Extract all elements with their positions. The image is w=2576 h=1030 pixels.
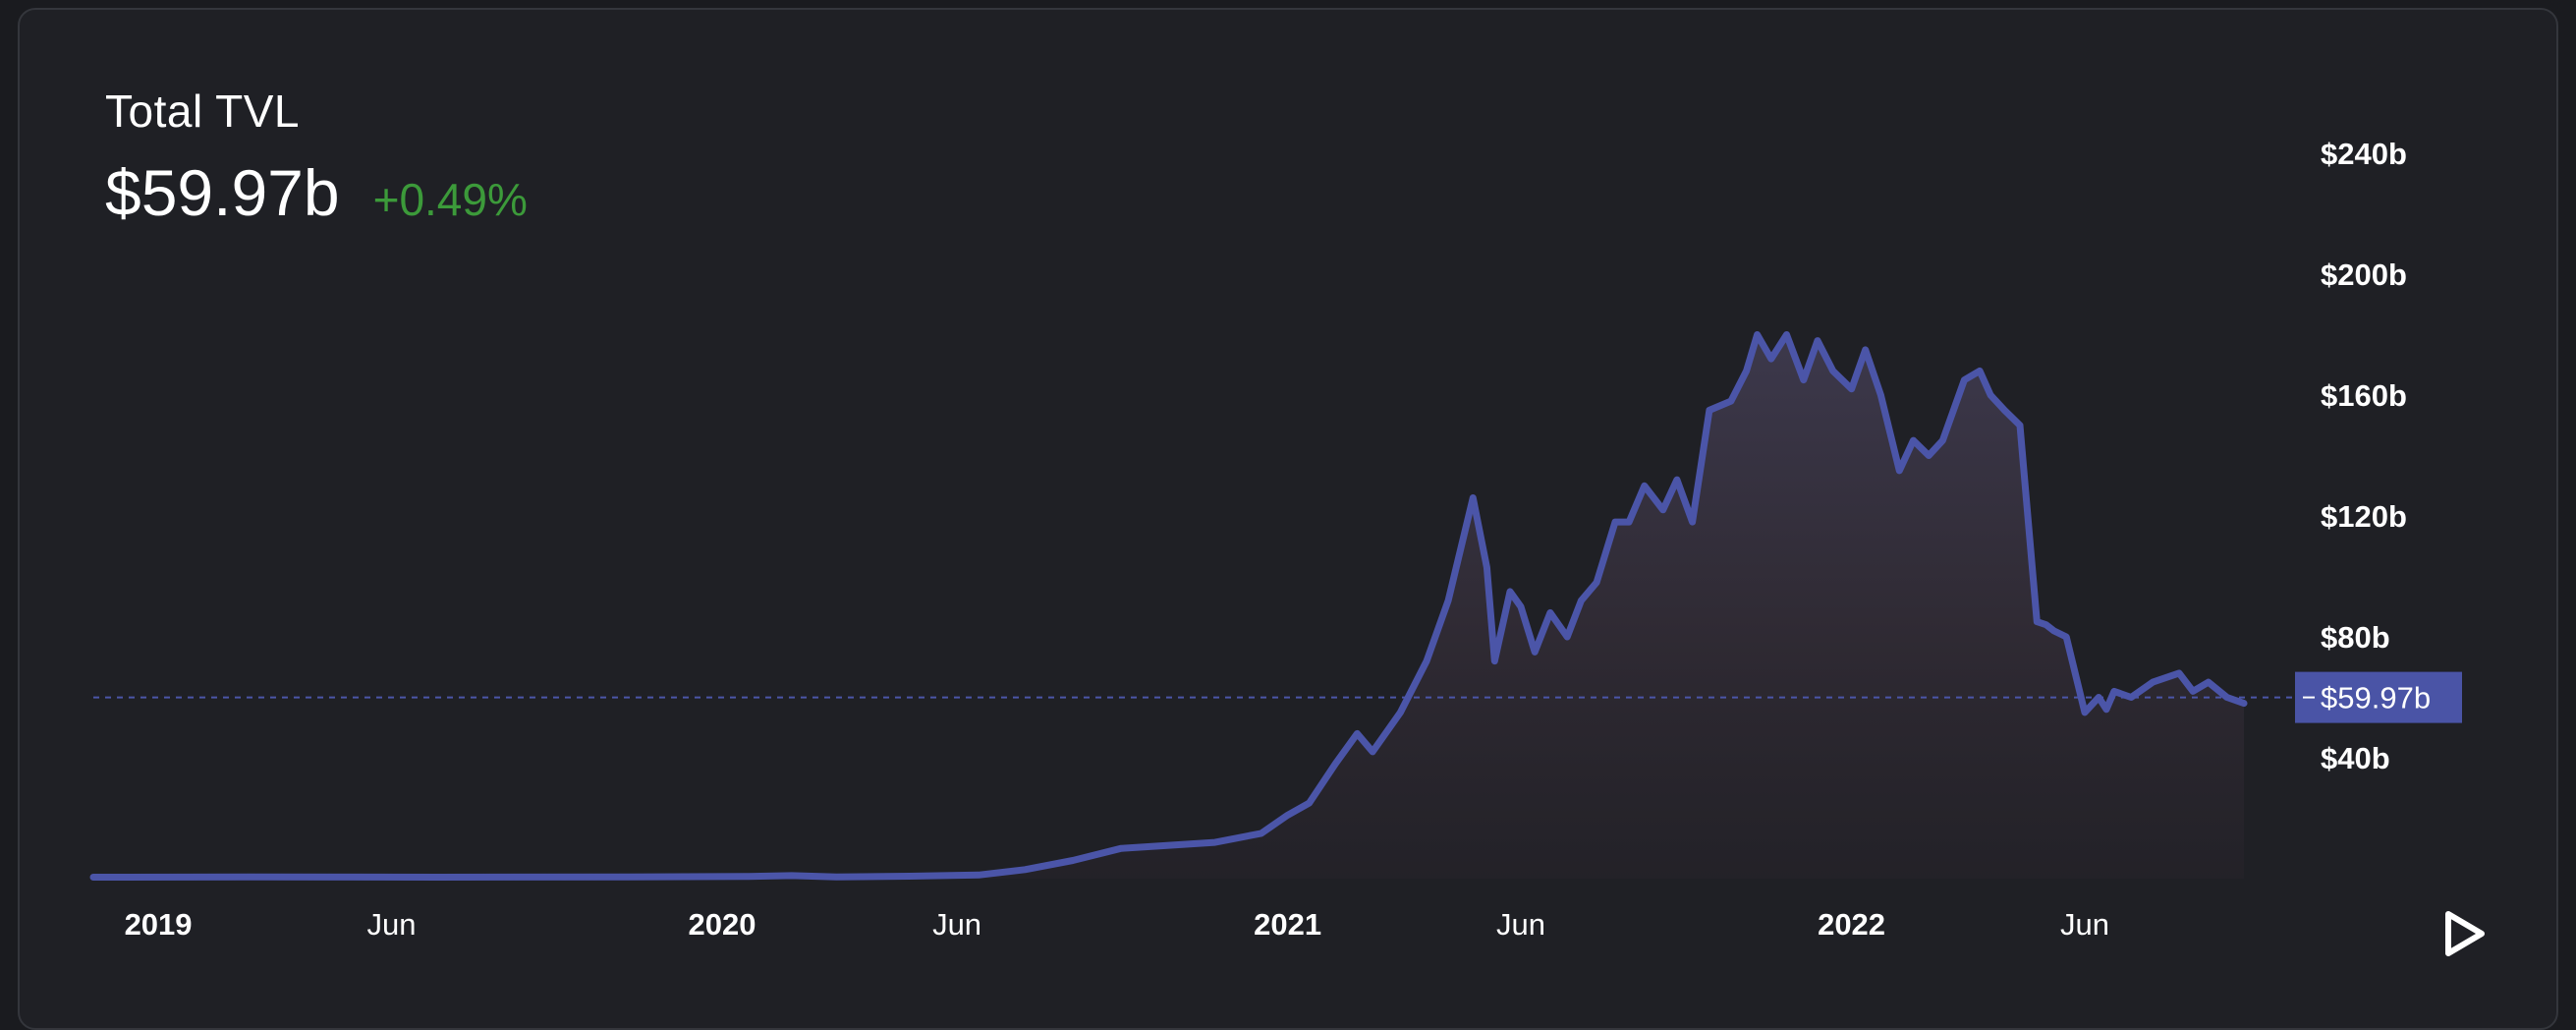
current-value-tag: $59.97b bbox=[2295, 671, 2462, 723]
x-tick-label: 2021 bbox=[1254, 907, 1321, 942]
y-tick-label: $80b bbox=[2321, 620, 2390, 655]
y-tick-label: $120b bbox=[2321, 499, 2407, 534]
chart-title: Total TVL bbox=[105, 86, 300, 137]
current-value-tag-background bbox=[2295, 671, 2462, 723]
tvl-line bbox=[89, 331, 2248, 881]
y-tick-label: $40b bbox=[2321, 741, 2390, 775]
play-icon bbox=[2445, 911, 2485, 956]
y-tick-label: $240b bbox=[2321, 137, 2407, 171]
x-tick-label: Jun bbox=[932, 907, 981, 942]
y-tick-label: $160b bbox=[2321, 378, 2407, 413]
tvl-summary: $59.97b +0.49% bbox=[105, 155, 528, 230]
y-tick-label: $200b bbox=[2321, 258, 2407, 292]
x-tick-label: Jun bbox=[367, 907, 417, 942]
tvl-area bbox=[93, 334, 2244, 879]
current-value-tag-label: $59.97b bbox=[2321, 681, 2431, 715]
x-tick-label: Jun bbox=[1496, 907, 1545, 942]
x-tick-label: 2022 bbox=[1818, 907, 1885, 942]
tvl-change: +0.49% bbox=[372, 174, 528, 225]
x-tick-label: Jun bbox=[2060, 907, 2109, 942]
x-tick-label: 2020 bbox=[689, 907, 756, 942]
tvl-value: $59.97b bbox=[105, 156, 340, 229]
play-button[interactable] bbox=[2442, 908, 2488, 959]
x-tick-label: 2019 bbox=[125, 907, 193, 942]
